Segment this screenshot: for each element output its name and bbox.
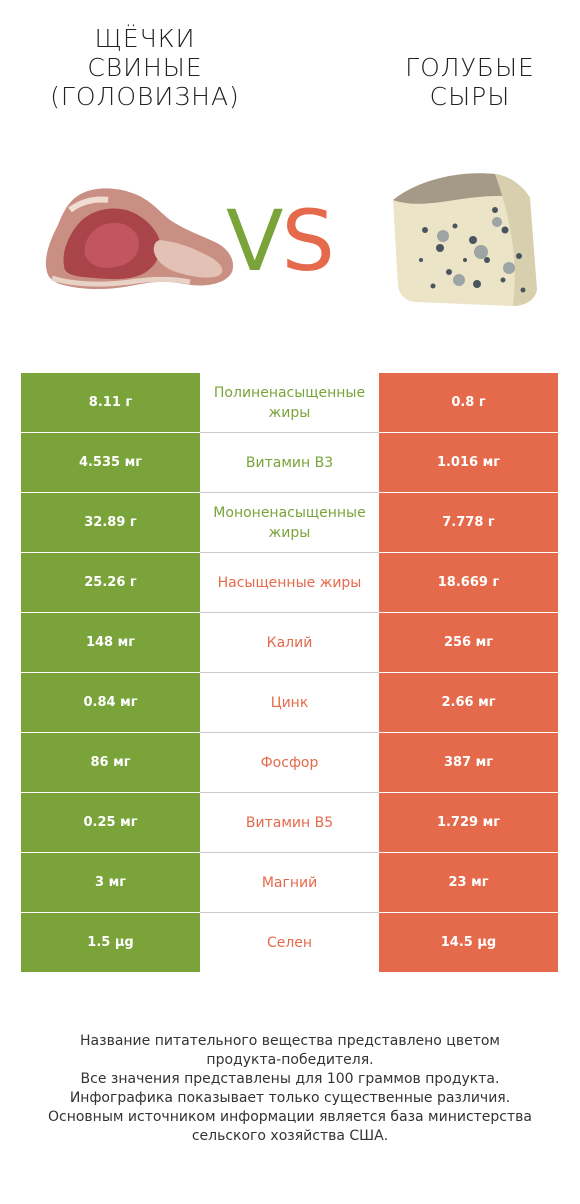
table-row: 1.5 µg Селен 14.5 µg <box>21 913 558 973</box>
right-value: 14.5 µg <box>379 913 558 973</box>
footnote-line: Название питательного вещества представл… <box>80 1033 500 1049</box>
left-title-line: СВИНЫЕ <box>87 53 203 82</box>
left-value: 86 мг <box>21 733 200 793</box>
left-value: 0.84 мг <box>21 673 200 733</box>
table-row: 4.535 мг Витамин B3 1.016 мг <box>21 433 558 493</box>
nutrient-name: Фосфор <box>200 733 379 793</box>
vs-letter-s: S <box>281 192 334 290</box>
right-value: 23 мг <box>379 853 558 913</box>
left-product-title: ЩЁЧКИ СВИНЫЕ (ГОЛОВИЗНА) <box>30 24 260 111</box>
nutrient-name: Полиненасыщенные жиры <box>200 373 379 433</box>
left-value: 32.89 г <box>21 493 200 553</box>
table-row: 25.26 г Насыщенные жиры 18.669 г <box>21 553 558 613</box>
right-value: 2.66 мг <box>379 673 558 733</box>
left-value: 25.26 г <box>21 553 200 613</box>
vs-label: VS <box>226 196 335 286</box>
footnote-line: продукта-победителя. <box>206 1052 374 1068</box>
table-row: 32.89 г Мононенасыщенные жиры 7.778 г <box>21 493 558 553</box>
nutrient-name: Селен <box>200 913 379 973</box>
left-value: 0.25 мг <box>21 793 200 853</box>
right-value: 0.8 г <box>379 373 558 433</box>
nutrient-name: Витамин B5 <box>200 793 379 853</box>
blue-cheese-wedge-image <box>393 173 537 306</box>
nutrient-name: Насыщенные жиры <box>200 553 379 613</box>
left-title-line: (ГОЛОВИЗНА) <box>50 82 240 111</box>
left-value: 148 мг <box>21 613 200 673</box>
right-value: 1.016 мг <box>379 433 558 493</box>
table-row: 0.25 мг Витамин B5 1.729 мг <box>21 793 558 853</box>
left-value: 3 мг <box>21 853 200 913</box>
nutrient-name: Магний <box>200 853 379 913</box>
vs-letter-v: V <box>226 192 283 290</box>
footnote-line: Инфографика показывает только существенн… <box>69 1090 511 1106</box>
right-value: 256 мг <box>379 613 558 673</box>
table-row: 0.84 мг Цинк 2.66 мг <box>21 673 558 733</box>
footnote-line: Все значения представлены для 100 граммо… <box>80 1071 500 1087</box>
table-row: 148 мг Калий 256 мг <box>21 613 558 673</box>
nutrient-name: Мононенасыщенные жиры <box>200 493 379 553</box>
left-value: 4.535 мг <box>21 433 200 493</box>
right-title-line: СЫРЫ <box>429 82 511 111</box>
right-value: 18.669 г <box>379 553 558 613</box>
right-value: 387 мг <box>379 733 558 793</box>
nutrient-name: Калий <box>200 613 379 673</box>
footnote: Название питательного вещества представл… <box>20 1032 560 1146</box>
table-row: 86 мг Фосфор 387 мг <box>21 733 558 793</box>
footnote-line: сельского хозяйства США. <box>191 1128 389 1144</box>
nutrient-name: Витамин B3 <box>200 433 379 493</box>
footnote-line: Основным источником информации является … <box>48 1109 532 1125</box>
left-value: 8.11 г <box>21 373 200 433</box>
table-row: 3 мг Магний 23 мг <box>21 853 558 913</box>
left-value: 1.5 µg <box>21 913 200 973</box>
left-title-line: ЩЁЧКИ <box>94 24 196 53</box>
right-value: 7.778 г <box>379 493 558 553</box>
nutrient-name: Цинк <box>200 673 379 733</box>
pork-cheek-meat-image <box>45 188 234 289</box>
table-row: 8.11 г Полиненасыщенные жиры 0.8 г <box>21 373 558 433</box>
comparison-table: 8.11 г Полиненасыщенные жиры 0.8 г 4.535… <box>21 373 558 973</box>
right-title-line: ГОЛУБЫЕ <box>405 53 535 82</box>
right-product-title: ГОЛУБЫЕ СЫРЫ <box>370 53 570 111</box>
right-value: 1.729 мг <box>379 793 558 853</box>
